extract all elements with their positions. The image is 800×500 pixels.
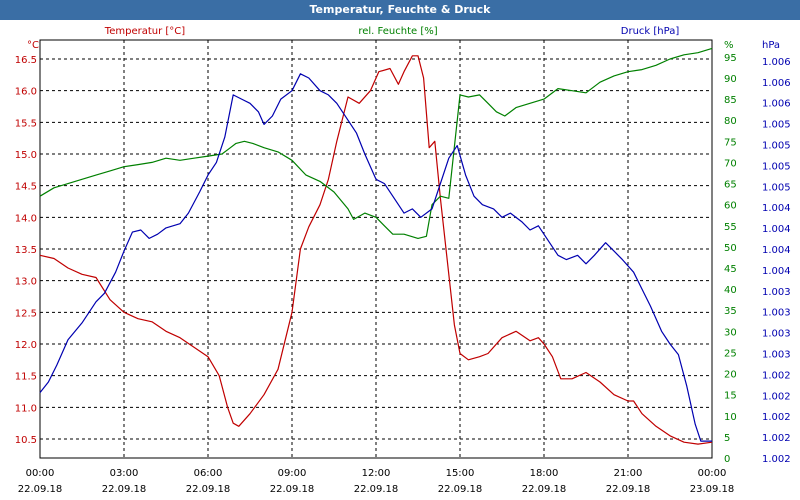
legend-humidity: rel. Feuchte [%] bbox=[358, 26, 437, 37]
x-tick-time: 09:00 bbox=[278, 468, 307, 479]
temperature-tick-label: 12.0 bbox=[15, 340, 37, 351]
temperature-tick-label: 14.0 bbox=[15, 213, 37, 224]
legend-pressure: Druck [hPa] bbox=[621, 26, 680, 37]
x-tick-date: 22.09.18 bbox=[522, 484, 567, 495]
pressure-tick-label: 1.002 bbox=[762, 370, 791, 381]
humidity-tick-label: 25 bbox=[724, 348, 737, 359]
pressure-tick-label: 1.002 bbox=[762, 412, 791, 423]
humidity-tick-label: 15 bbox=[724, 391, 737, 402]
humidity-tick-label: 40 bbox=[724, 285, 737, 296]
pressure-tick-label: 1.006 bbox=[762, 57, 791, 68]
x-tick-time: 00:00 bbox=[698, 468, 727, 479]
temperature-tick-label: 15.5 bbox=[15, 118, 37, 129]
humidity-tick-label: 30 bbox=[724, 327, 737, 338]
pressure-tick-label: 1.006 bbox=[762, 99, 791, 110]
pressure-tick-label: 1.003 bbox=[762, 329, 791, 340]
x-tick-date: 22.09.18 bbox=[18, 484, 63, 495]
chart-area: °C % hPa Temperatur [°C] rel. Feuchte [%… bbox=[15, 26, 791, 495]
humidity-tick-label: 60 bbox=[724, 201, 737, 212]
x-tick-date: 23.09.18 bbox=[690, 484, 735, 495]
x-tick-date: 22.09.18 bbox=[186, 484, 231, 495]
humidity-axis-unit: % bbox=[724, 40, 734, 51]
x-tick-date: 22.09.18 bbox=[102, 484, 147, 495]
temperature-tick-label: 13.5 bbox=[15, 245, 37, 256]
x-tick-time: 03:00 bbox=[110, 468, 139, 479]
pressure-tick-label: 1.003 bbox=[762, 287, 791, 298]
humidity-tick-label: 5 bbox=[724, 433, 730, 444]
temperature-tick-label: 11.0 bbox=[15, 403, 37, 414]
axis-labels: 00:00 22.09.18 03:00 22.09.18 06:00 22.09.18 0… bbox=[15, 53, 791, 495]
pressure-tick-label: 1.002 bbox=[762, 391, 791, 402]
humidity-tick-label: 70 bbox=[724, 158, 737, 169]
pressure-tick-label: 1.003 bbox=[762, 308, 791, 319]
pressure-tick-label: 1.004 bbox=[762, 224, 791, 235]
humidity-tick-label: 90 bbox=[724, 74, 737, 85]
temperature-tick-label: 16.5 bbox=[15, 55, 37, 66]
pressure-line bbox=[39, 73, 712, 442]
pressure-tick-label: 1.005 bbox=[762, 161, 791, 172]
humidity-tick-label: 80 bbox=[724, 116, 737, 127]
temperature-line bbox=[39, 55, 713, 445]
temperature-tick-label: 16.0 bbox=[15, 87, 37, 98]
humidity-tick-label: 85 bbox=[724, 95, 737, 106]
humidity-tick-label: 35 bbox=[724, 306, 737, 317]
humidity-tick-label: 50 bbox=[724, 243, 737, 254]
humidity-tick-label: 0 bbox=[724, 454, 730, 465]
temperature-tick-label: 15.0 bbox=[15, 150, 37, 161]
x-tick-time: 15:00 bbox=[446, 468, 475, 479]
humidity-line bbox=[39, 47, 713, 239]
temperature-axis-unit: °C bbox=[27, 40, 39, 51]
x-tick-date: 22.09.18 bbox=[354, 484, 399, 495]
x-tick-time: 06:00 bbox=[194, 468, 223, 479]
temperature-tick-label: 10.5 bbox=[15, 435, 37, 446]
pressure-tick-label: 1.002 bbox=[762, 433, 791, 444]
humidity-tick-label: 55 bbox=[724, 222, 737, 233]
pressure-tick-label: 1.004 bbox=[762, 245, 791, 256]
x-tick-date: 22.09.18 bbox=[438, 484, 483, 495]
humidity-tick-label: 75 bbox=[724, 137, 737, 148]
humidity-tick-label: 95 bbox=[724, 53, 737, 64]
temperature-tick-label: 11.5 bbox=[15, 372, 37, 383]
temperature-tick-label: 13.0 bbox=[15, 277, 37, 288]
x-tick-time: 00:00 bbox=[26, 468, 55, 479]
pressure-tick-label: 1.003 bbox=[762, 350, 791, 361]
x-tick-time: 18:00 bbox=[530, 468, 559, 479]
chart-title: Temperatur, Feuchte & Druck bbox=[0, 0, 800, 20]
legend-temperature: Temperatur [°C] bbox=[104, 26, 185, 37]
x-tick-date: 22.09.18 bbox=[606, 484, 651, 495]
pressure-tick-label: 1.004 bbox=[762, 203, 791, 214]
temperature-tick-label: 14.5 bbox=[15, 182, 37, 193]
pressure-axis-unit: hPa bbox=[762, 40, 780, 51]
pressure-tick-label: 1.005 bbox=[762, 120, 791, 131]
x-tick-date: 22.09.18 bbox=[270, 484, 315, 495]
temperature-tick-label: 12.5 bbox=[15, 308, 37, 319]
pressure-tick-label: 1.002 bbox=[762, 454, 791, 465]
humidity-tick-label: 45 bbox=[724, 264, 737, 275]
series-layer bbox=[39, 47, 713, 445]
pressure-tick-label: 1.005 bbox=[762, 141, 791, 152]
pressure-tick-label: 1.006 bbox=[762, 78, 791, 89]
pressure-tick-label: 1.004 bbox=[762, 266, 791, 277]
humidity-tick-label: 65 bbox=[724, 180, 737, 191]
humidity-tick-label: 10 bbox=[724, 412, 737, 423]
x-tick-time: 21:00 bbox=[614, 468, 643, 479]
pressure-tick-label: 1.005 bbox=[762, 182, 791, 193]
x-tick-time: 12:00 bbox=[362, 468, 391, 479]
humidity-tick-label: 20 bbox=[724, 370, 737, 381]
